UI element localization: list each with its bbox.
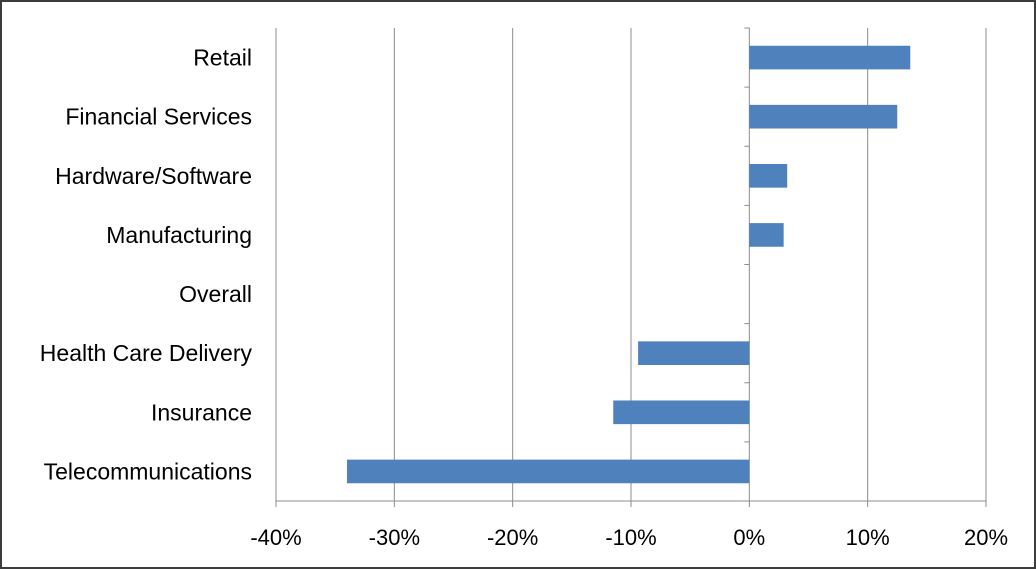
x-tick-label: -40% <box>250 525 301 550</box>
x-tick-label: 10% <box>846 525 890 550</box>
bar <box>749 163 788 188</box>
category-label: Insurance <box>151 399 252 425</box>
bars <box>347 45 911 484</box>
category-label: Retail <box>193 45 252 71</box>
category-label: Financial Services <box>65 104 252 130</box>
x-tick-label: -20% <box>487 525 538 550</box>
x-tick-label: 0% <box>733 525 765 550</box>
x-tick-label: -10% <box>605 525 656 550</box>
bar <box>749 223 784 247</box>
bar <box>749 45 911 70</box>
x-tick-label: 20% <box>964 525 1008 550</box>
bar <box>749 104 898 129</box>
category-labels: Retail Financial Services Hardware/Softwar… <box>40 45 253 485</box>
x-tick-labels: -40% -30% -20% -10% 0% 10% 20% <box>250 525 1008 550</box>
category-label: Health Care Delivery <box>40 340 253 366</box>
grid-lines <box>275 28 987 501</box>
category-label: Telecommunications <box>44 458 252 484</box>
bar <box>347 459 750 484</box>
x-tick-label: -30% <box>369 525 420 550</box>
bar <box>613 400 750 425</box>
category-label: Manufacturing <box>106 222 252 248</box>
category-label: Overall <box>179 281 252 307</box>
bar <box>638 341 750 366</box>
axes <box>275 27 987 507</box>
category-label: Hardware/Software <box>55 163 252 189</box>
